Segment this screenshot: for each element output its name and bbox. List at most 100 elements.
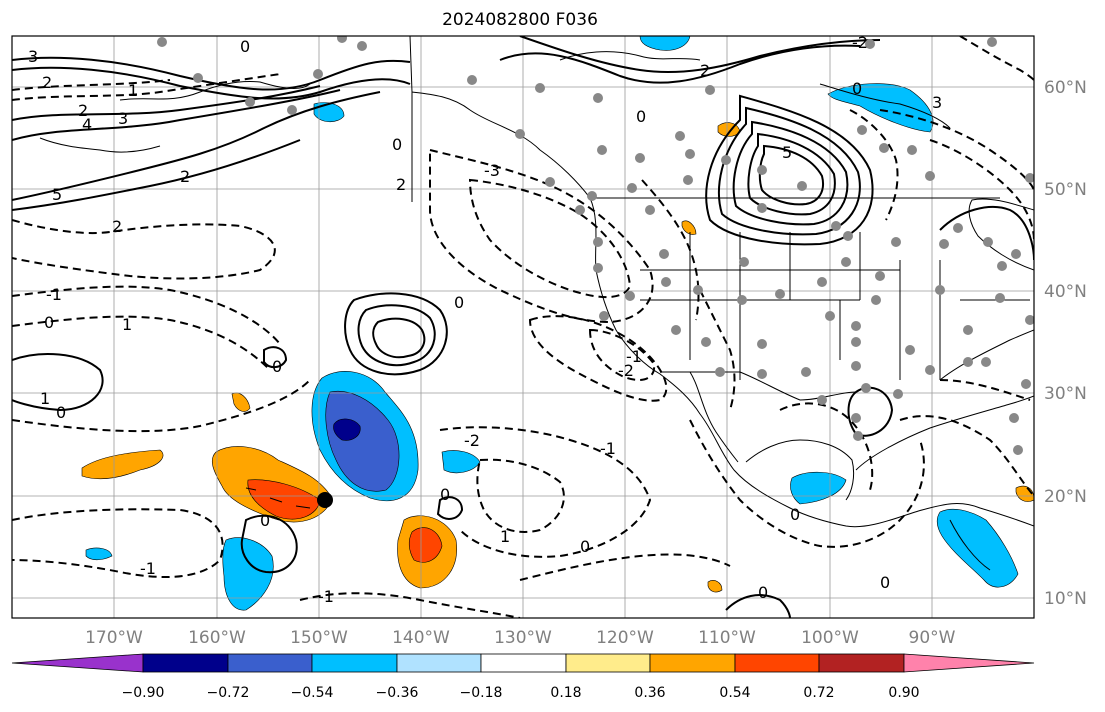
shaded-fields <box>81 36 1034 611</box>
lat-label: 60°N <box>1044 78 1087 98</box>
svg-text:3: 3 <box>932 93 942 112</box>
svg-text:0: 0 <box>880 573 890 592</box>
svg-text:-1: -1 <box>318 587 334 606</box>
svg-text:0: 0 <box>240 37 250 56</box>
colorbar-segment <box>565 653 651 673</box>
negative-anomaly-region <box>639 36 691 51</box>
svg-text:-1: -1 <box>140 559 156 578</box>
colorbar-high-extend <box>903 653 1035 673</box>
svg-text:0: 0 <box>454 293 464 312</box>
svg-text:0: 0 <box>636 107 646 126</box>
lon-label: 90°W <box>909 628 956 648</box>
tropical-cyclone-marker <box>317 492 333 508</box>
svg-text:1: 1 <box>128 81 138 100</box>
negative-anomaly-region <box>936 508 1019 588</box>
colorbar-segment <box>649 653 736 673</box>
colorbar-segment <box>480 653 567 673</box>
colorbar-tick-label: −0.72 <box>207 685 250 701</box>
svg-text:0: 0 <box>44 313 54 332</box>
svg-text:0: 0 <box>790 505 800 524</box>
svg-text:0: 0 <box>580 537 590 556</box>
svg-text:-1: -1 <box>46 285 62 304</box>
latitude-labels: 60°N 50°N 40°N 30°N 20°N 10°N <box>1044 78 1087 609</box>
colorbar-segment <box>142 653 229 673</box>
lat-label: 50°N <box>1044 180 1087 200</box>
svg-text:0: 0 <box>56 403 66 422</box>
negative-anomaly-region <box>313 102 345 123</box>
svg-text:1: 1 <box>500 527 510 546</box>
lon-label: 130°W <box>494 628 552 648</box>
svg-text:5: 5 <box>782 143 792 162</box>
station-markers <box>157 36 1034 455</box>
svg-text:2: 2 <box>112 217 122 236</box>
colorbar-segment <box>227 653 313 673</box>
svg-text:-3: -3 <box>484 161 500 180</box>
svg-text:0: 0 <box>392 135 402 154</box>
svg-text:4: 4 <box>82 115 92 134</box>
lon-label: 120°W <box>596 628 654 648</box>
svg-text:1: 1 <box>122 315 132 334</box>
coastlines <box>39 36 1034 571</box>
positive-anomaly-region <box>408 527 443 563</box>
lat-label: 30°N <box>1044 384 1087 404</box>
negative-anomaly-region <box>441 450 481 474</box>
svg-text:2: 2 <box>42 73 52 92</box>
lon-label: 170°W <box>85 628 143 648</box>
colorbar-segment <box>734 653 820 673</box>
colorbar-ticks: −0.90 −0.72 −0.54 −0.36 −0.18 0.18 0.36 … <box>122 685 920 701</box>
negative-anomaly-region <box>222 537 274 611</box>
colorbar-tick-label: −0.54 <box>291 685 334 701</box>
colorbar <box>11 653 1035 673</box>
lon-label: 110°W <box>698 628 756 648</box>
lat-label: 10°N <box>1044 589 1087 609</box>
svg-text:2: 2 <box>396 175 406 194</box>
svg-text:5: 5 <box>52 185 62 204</box>
svg-text:3: 3 <box>118 109 128 128</box>
lon-label: 150°W <box>290 628 348 648</box>
positive-anomaly-region <box>681 220 697 235</box>
negative-anomaly-region <box>85 547 113 561</box>
contour-labels: 3 2 0 1 4 3 2 5 2 2 -1 0 1 0 1 0 -3 2 0 … <box>28 33 942 606</box>
positive-anomaly-region <box>231 392 251 412</box>
colorbar-tick-label: −0.90 <box>122 685 165 701</box>
svg-text:1: 1 <box>40 389 50 408</box>
negative-anomaly-region <box>325 390 400 492</box>
colorbar-low-extend <box>11 653 144 673</box>
contours-negative <box>12 36 1034 618</box>
svg-text:0: 0 <box>260 511 270 530</box>
colorbar-segment <box>818 653 905 673</box>
lon-label: 160°W <box>188 628 246 648</box>
colorbar-tick-label: 0.36 <box>634 685 665 701</box>
colorbar-tick-label: 0.18 <box>550 685 581 701</box>
colorbar-segment <box>396 653 482 673</box>
svg-text:-2: -2 <box>464 431 480 450</box>
svg-text:0: 0 <box>852 79 862 98</box>
lat-label: 20°N <box>1044 487 1087 507</box>
svg-text:3: 3 <box>28 47 38 66</box>
svg-text:0: 0 <box>272 357 282 376</box>
map-panel: 3 2 0 1 4 3 2 5 2 2 -1 0 1 0 1 0 -3 2 0 … <box>12 33 1034 618</box>
lat-label: 40°N <box>1044 282 1087 302</box>
svg-text:2: 2 <box>78 101 88 120</box>
longitude-labels: 170°W 160°W 150°W 140°W 130°W 120°W 110°… <box>85 628 956 648</box>
positive-anomaly-region <box>247 479 321 520</box>
svg-text:2: 2 <box>700 61 710 80</box>
negative-anomaly-core <box>333 418 361 441</box>
colorbar-segment <box>311 653 398 673</box>
positive-anomaly-region <box>81 449 164 480</box>
svg-text:-1: -1 <box>626 347 642 366</box>
svg-text:2: 2 <box>180 167 190 186</box>
lon-label: 100°W <box>801 628 859 648</box>
svg-text:0: 0 <box>758 583 768 602</box>
svg-text:-2: -2 <box>852 33 868 52</box>
colorbar-tick-label: 0.72 <box>803 685 834 701</box>
contours <box>12 36 1034 618</box>
colorbar-tick-label: 0.90 <box>888 685 919 701</box>
colorbar-tick-label: −0.36 <box>376 685 419 701</box>
svg-text:-2: -2 <box>618 361 634 380</box>
map-title: 2024082800 F036 <box>442 10 598 30</box>
positive-anomaly-region <box>707 580 723 593</box>
colorbar-tick-label: 0.54 <box>719 685 750 701</box>
gridlines <box>12 36 1034 618</box>
